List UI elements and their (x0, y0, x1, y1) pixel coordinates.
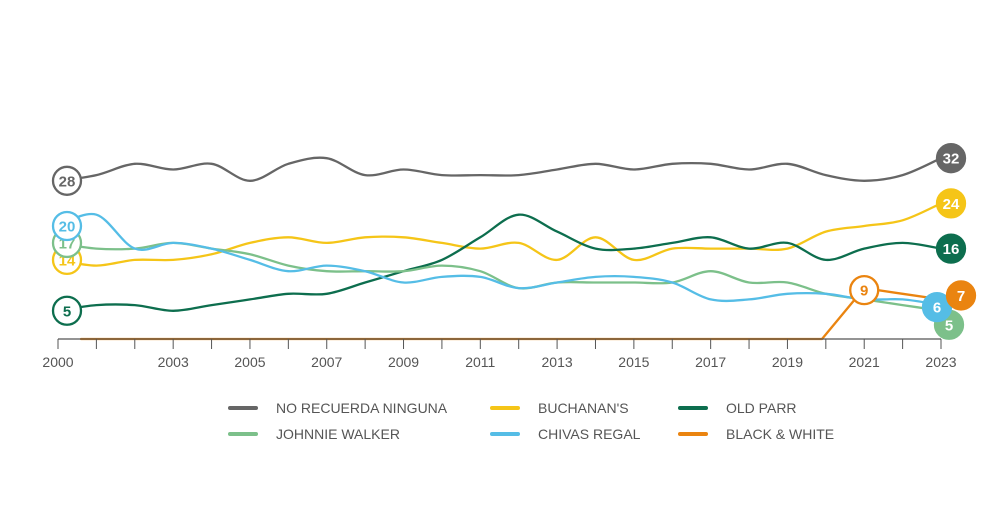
series-line-old-parr (56, 213, 943, 312)
peak-label-black-white-circle (849, 274, 880, 306)
peak-label-black-white: 9 (849, 274, 880, 306)
start-label-old-parr-circle (51, 295, 83, 326)
end-label-no-recuerda-ninguna: 32 (935, 143, 967, 174)
x-tick-label-2007: 2007 (311, 354, 342, 370)
start-label-no-recuerda-ninguna-text: 28 (59, 173, 76, 190)
end-label-buchanan-s-text: 24 (943, 196, 960, 213)
end-label-black-white: 7 (945, 280, 977, 311)
x-axis: 2000 2003 2005 2007 2009 2011 2013 2015 2017 2019… (42, 338, 957, 370)
start-label-no-recuerda-ninguna-circle (51, 165, 83, 196)
start-label-chivas-regal: 20 (51, 210, 83, 242)
series-line-buchanan-s (56, 202, 943, 267)
x-tick-label-2011: 2011 (465, 354, 495, 370)
legend-label-black-white: BLACK & WHITE (726, 426, 834, 442)
x-tick-label-2003: 2003 (158, 354, 189, 370)
legend-item-black-white: BLACK & WHITE (678, 426, 834, 442)
series-layer (56, 156, 943, 341)
start-label-chivas-regal-circle (51, 210, 83, 242)
end-label-no-recuerda-ninguna-text: 32 (943, 151, 960, 168)
x-tick-label-2009: 2009 (388, 354, 419, 370)
end-label-no-recuerda-ninguna-circle (935, 143, 967, 174)
legend-label-chivas-regal: CHIVAS REGAL (538, 426, 641, 442)
end-label-buchanan-s-circle (935, 188, 967, 219)
end-label-buchanan-s: 24 (935, 188, 967, 219)
legend-label-no-recuerda-ninguna: NO RECUERDA NINGUNA (276, 400, 448, 416)
legend-item-no-recuerda-ninguna: NO RECUERDA NINGUNA (228, 400, 448, 416)
end-label-chivas-regal: 6 (921, 291, 953, 323)
end-label-old-parr-circle (935, 233, 967, 264)
legend-item-chivas-regal: CHIVAS REGAL (490, 426, 641, 442)
start-label-old-parr: 5 (51, 295, 83, 326)
legend-item-buchanan-s: BUCHANAN'S (490, 400, 629, 416)
end-label-old-parr-text: 16 (943, 241, 960, 258)
x-tick-label-2019: 2019 (772, 354, 803, 370)
end-label-black-white-circle (945, 280, 977, 311)
legend-item-johnnie-walker: JOHNNIE WALKER (228, 426, 400, 442)
series-line-no-recuerda-ninguna (56, 156, 943, 182)
start-label-chivas-regal-text: 20 (59, 219, 76, 236)
x-tick-label-2013: 2013 (542, 354, 573, 370)
x-tick-label-2005: 2005 (234, 354, 265, 370)
legend-item-old-parr: OLD PARR (678, 400, 797, 416)
series-line-chivas-regal (56, 212, 943, 307)
legend: NO RECUERDA NINGUNA BUCHANAN'S OLD PARR JOH… (228, 400, 834, 442)
x-tick-label-2000: 2000 (42, 354, 73, 370)
end-label-black-white-text: 7 (957, 288, 965, 305)
start-label-old-parr-text: 5 (63, 303, 71, 320)
legend-label-buchanan-s: BUCHANAN'S (538, 400, 629, 416)
end-label-old-parr: 16 (935, 233, 967, 264)
end-label-chivas-regal-text: 6 (933, 300, 941, 317)
series-line-black-white (79, 286, 943, 341)
x-tick-label-2015: 2015 (618, 354, 649, 370)
peak-label-black-white-text: 9 (860, 283, 868, 300)
x-tick-label-2021: 2021 (849, 354, 880, 370)
x-tick-label-2023: 2023 (925, 354, 956, 370)
legend-label-johnnie-walker: JOHNNIE WALKER (276, 426, 400, 442)
legend-label-old-parr: OLD PARR (726, 400, 797, 416)
start-label-no-recuerda-ninguna: 28 (51, 165, 83, 196)
x-tick-label-2017: 2017 (695, 354, 726, 370)
end-label-chivas-regal-circle (921, 291, 953, 323)
end-label-johnnie-walker-text: 5 (945, 317, 953, 334)
